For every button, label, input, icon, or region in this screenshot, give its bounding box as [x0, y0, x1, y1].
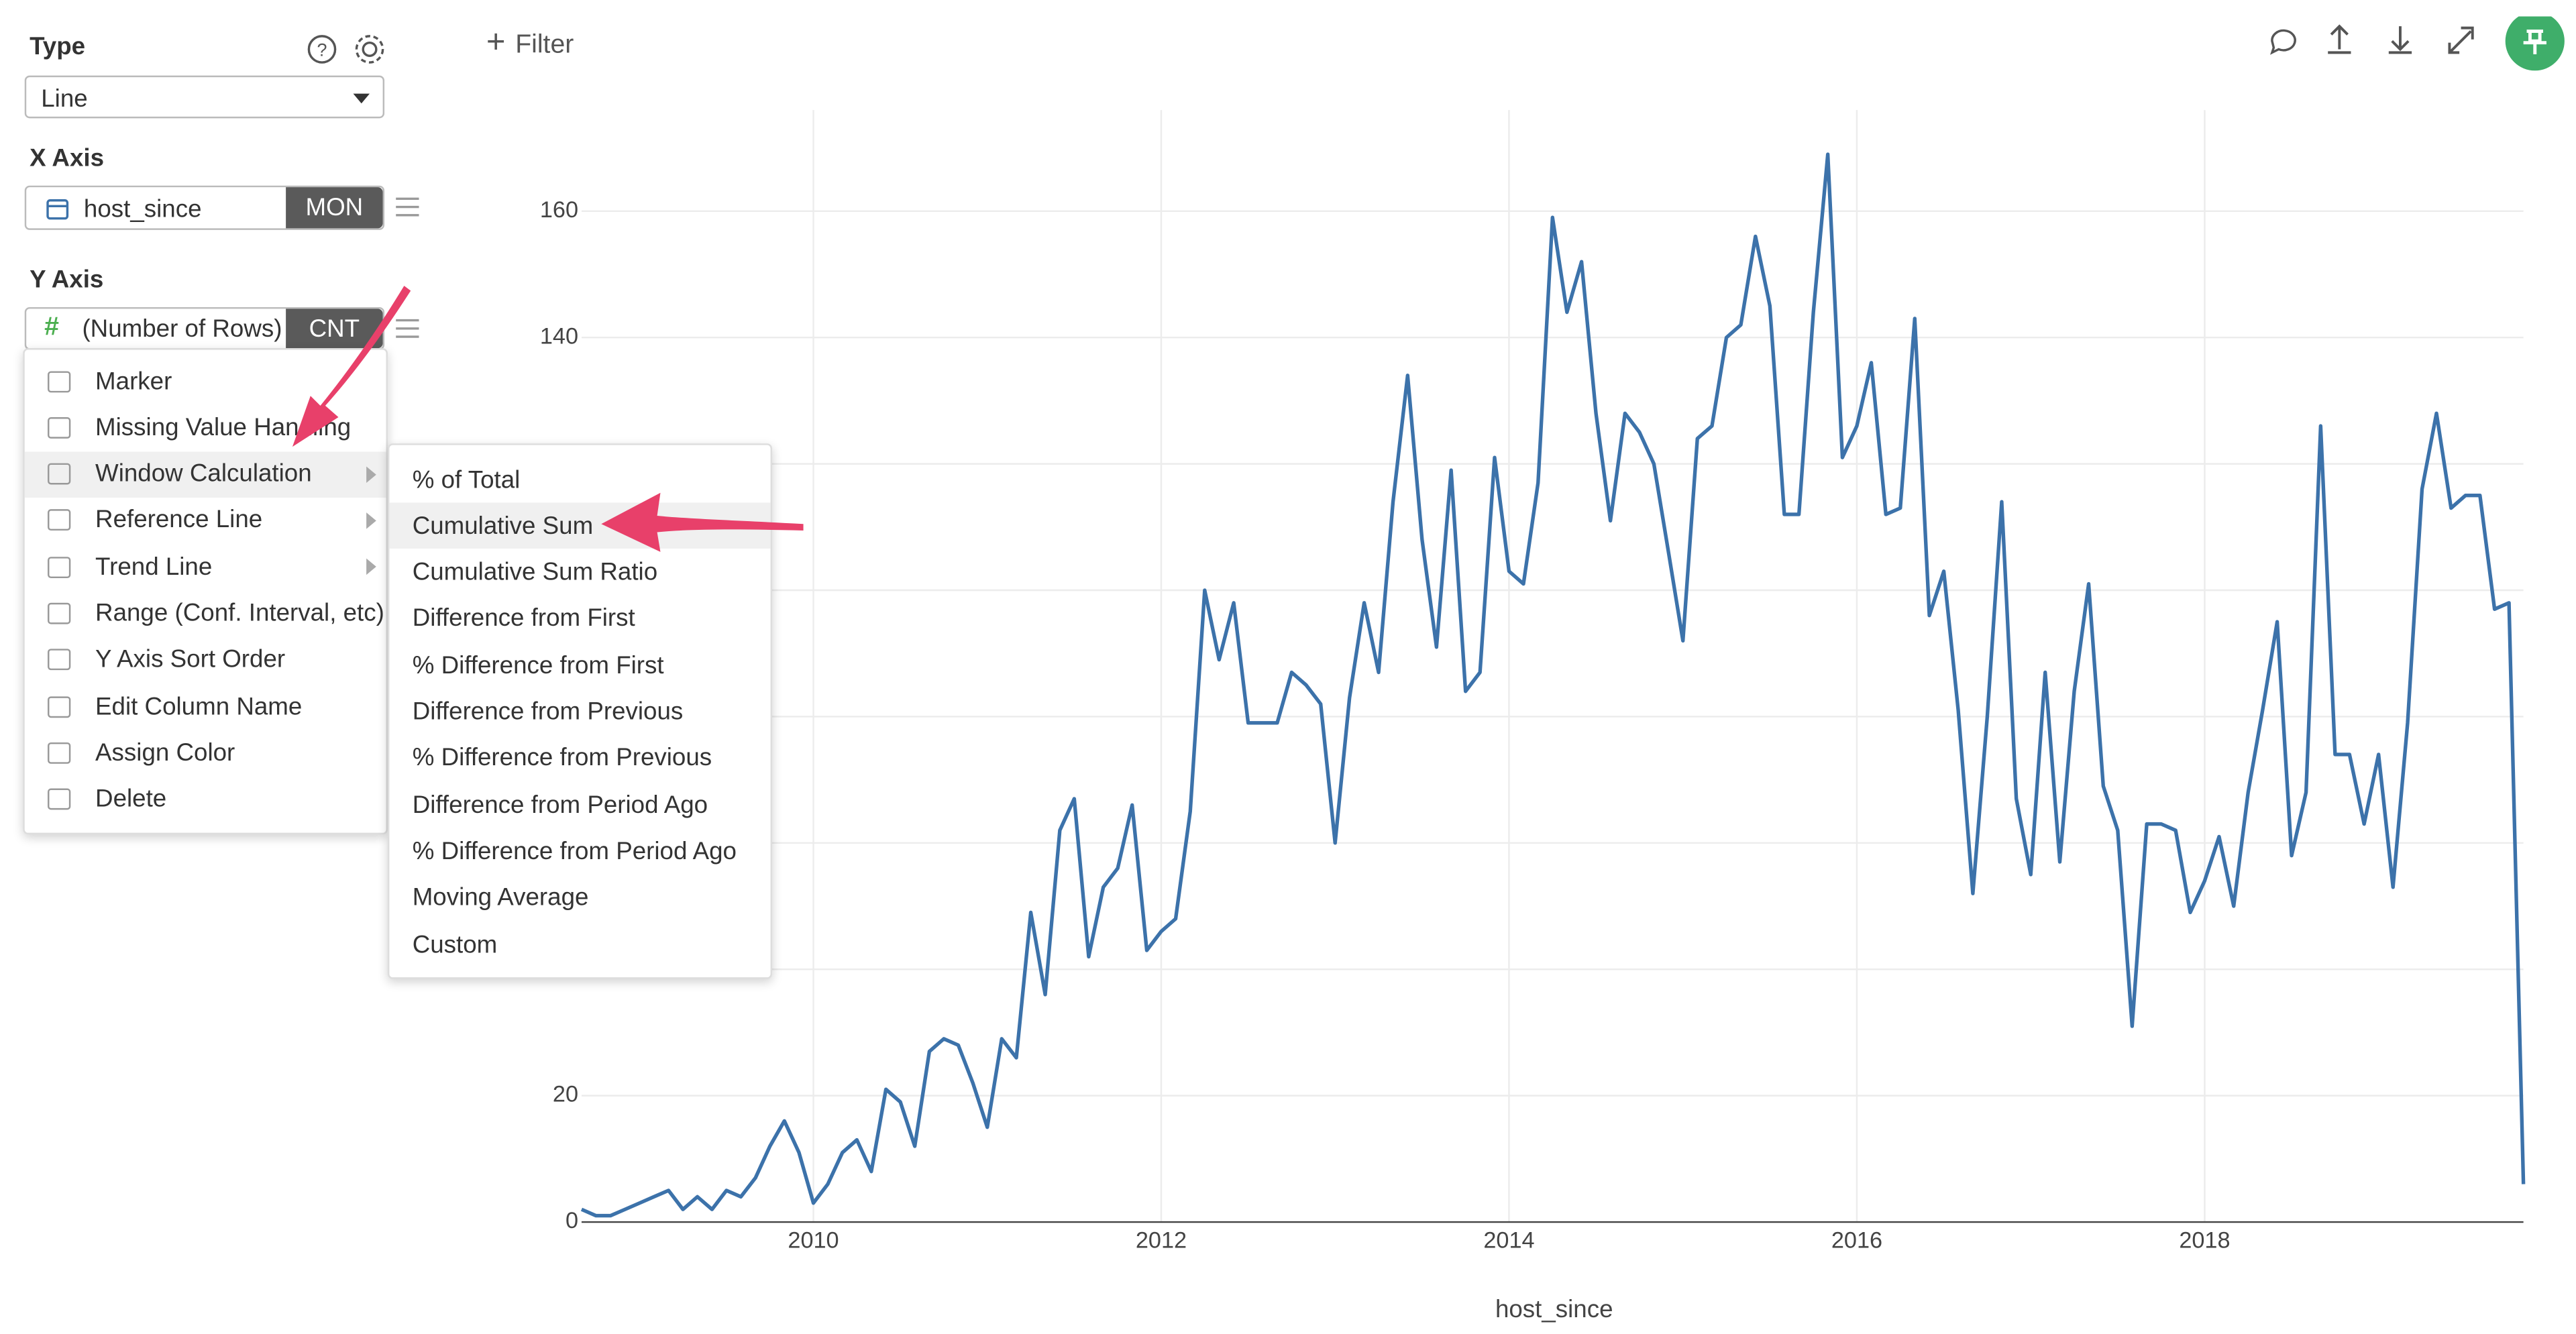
- y-field-name: (Number of Rows): [82, 315, 282, 343]
- y-agg[interactable]: CNT: [286, 309, 383, 349]
- y-tick-label: 140: [540, 323, 578, 349]
- comment-icon[interactable]: [2270, 29, 2296, 55]
- submenu-caret: [366, 512, 376, 529]
- menu-icon: [48, 416, 71, 439]
- menu-item[interactable]: Assign Color: [25, 730, 386, 776]
- menu-item[interactable]: Custom: [389, 922, 770, 968]
- menu-item[interactable]: Missing Value Handling: [25, 404, 386, 451]
- menu-item[interactable]: Moving Average: [389, 875, 770, 922]
- menu-text: Window Calculation: [95, 459, 312, 488]
- type-label: Type: [30, 32, 86, 61]
- menu-item[interactable]: Reference Line: [25, 498, 386, 544]
- menu-text: % Difference from First: [412, 651, 664, 680]
- menu-text: Edit Column Name: [95, 692, 303, 721]
- menu-text: Cumulative Sum Ratio: [412, 558, 658, 587]
- menu-icon: [48, 696, 71, 718]
- type-select[interactable]: Line: [24, 75, 385, 119]
- toolbar-icons: [2270, 16, 2565, 71]
- menu-text: % Difference from Period Ago: [412, 837, 737, 866]
- x-axis-label: X Axis: [30, 144, 105, 173]
- x-agg[interactable]: MON: [286, 187, 383, 229]
- filter-text: Filter: [515, 31, 574, 60]
- menu-item[interactable]: Difference from First: [389, 596, 770, 643]
- menu-text: Delete: [95, 785, 167, 814]
- menu-icon: [48, 556, 71, 578]
- x-tick-label: 2010: [788, 1227, 839, 1253]
- menu-item[interactable]: Cumulative Sum Ratio: [389, 549, 770, 596]
- menu-item[interactable]: % of Total: [389, 457, 770, 503]
- menu-text: Trend Line: [95, 553, 213, 581]
- type-icons: ?: [307, 35, 384, 64]
- menu-text: Difference from Period Ago: [412, 791, 708, 820]
- menu-item[interactable]: Delete: [25, 777, 386, 823]
- menu-text: Custom: [412, 930, 498, 958]
- submenu-caret: [366, 559, 376, 575]
- menu-item[interactable]: % Difference from Period Ago: [389, 828, 770, 875]
- filter-button[interactable]: + Filter: [486, 24, 574, 61]
- menu-text: Y Axis Sort Order: [95, 646, 286, 674]
- x-menu-icon[interactable]: [394, 194, 421, 220]
- menu-text: Cumulative Sum: [412, 512, 594, 541]
- menu-item[interactable]: Y Axis Sort Order: [25, 637, 386, 683]
- menu-text: Assign Color: [95, 738, 235, 767]
- upload-icon[interactable]: [2328, 24, 2351, 54]
- y-tick-label: 20: [553, 1082, 578, 1107]
- menu-text: Difference from First: [412, 605, 635, 633]
- y-axis-label: Y Axis: [30, 266, 104, 294]
- help-icon[interactable]: [307, 35, 337, 64]
- menu-text: Difference from Previous: [412, 698, 684, 726]
- x-tick-label: 2018: [2179, 1227, 2230, 1253]
- menu-icon: [48, 788, 71, 810]
- menu-text: % Difference from Previous: [412, 744, 712, 773]
- menu-text: Reference Line: [95, 506, 263, 535]
- menu-item[interactable]: % Difference from First: [389, 643, 770, 689]
- x-tick-label: 2012: [1136, 1227, 1187, 1253]
- menu-item[interactable]: Edit Column Name: [25, 683, 386, 730]
- menu-icon: [48, 742, 71, 764]
- menu-icon: [48, 510, 71, 531]
- menu-icon: [48, 649, 71, 671]
- menu-text: Marker: [95, 367, 172, 395]
- y-tick-label: 160: [540, 197, 578, 223]
- menu-icon: [48, 370, 71, 392]
- sub-menu: % of Total Cumulative Sum Cumulative Sum R…: [387, 443, 773, 979]
- grid: [581, 110, 2524, 1223]
- x-tick-label: 2014: [1483, 1227, 1534, 1253]
- menu-text: Range (Conf. Interval, etc): [95, 599, 384, 628]
- menu-item[interactable]: Cumulative Sum: [389, 503, 771, 549]
- menu-item[interactable]: Trend Line: [25, 544, 386, 590]
- menu-item[interactable]: Window Calculation: [24, 451, 386, 498]
- download-icon[interactable]: [2388, 26, 2412, 54]
- submenu-caret: [366, 465, 376, 483]
- menu-icon: [48, 463, 71, 485]
- menu-text: Missing Value Handling: [95, 413, 352, 442]
- menu-icon: [48, 602, 71, 624]
- x-field-name: host_since: [83, 195, 202, 224]
- expand-icon[interactable]: [2448, 26, 2474, 54]
- menu-item[interactable]: Difference from Period Ago: [389, 782, 770, 828]
- menu-item[interactable]: Marker: [25, 358, 386, 404]
- menu-item[interactable]: Range (Conf. Interval, etc): [25, 590, 386, 636]
- y-menu-icon[interactable]: [394, 315, 421, 341]
- x-field[interactable]: host_since MON: [24, 185, 385, 230]
- x-tick-label: 2016: [1831, 1227, 1882, 1253]
- x-axis-title: host_since: [1495, 1295, 1613, 1323]
- menu-text: % of Total: [412, 465, 521, 494]
- type-value: Line: [41, 85, 88, 113]
- data-line: [580, 152, 2526, 1218]
- menu-item[interactable]: % Difference from Previous: [389, 736, 770, 782]
- context-menu: Marker Missing Value Handling Window Calcu…: [23, 348, 388, 835]
- settings-icon[interactable]: [362, 41, 378, 57]
- svg-text:?: ?: [317, 40, 327, 60]
- menu-item[interactable]: Difference from Previous: [389, 689, 770, 735]
- y-tick-label: 0: [566, 1208, 578, 1233]
- y-field[interactable]: # (Number of Rows) CNT: [24, 307, 385, 350]
- menu-text: Moving Average: [412, 884, 589, 912]
